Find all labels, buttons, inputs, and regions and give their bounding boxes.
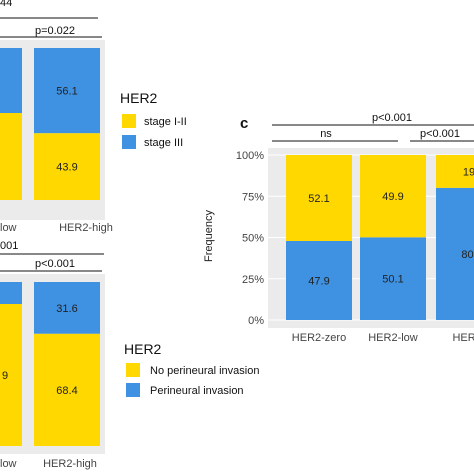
panel-b-legend-entry-1: No perineural invasion [150,365,259,377]
panel-c-bar-yellow [286,155,352,241]
panel-c-bar-blue-label: 50.1 [382,274,403,286]
panel-c: c p<0.001 ns p<0.001 Frequency 100% 75% 50… [203,112,474,344]
panel-b-bar-1-yellow-label: 9 [2,370,8,382]
panel-a-top-label-fragment: 44 [0,0,12,9]
panel-c-y-axis-label: Frequency [203,210,215,262]
panel-b-legend-entry-2: Perineural invasion [150,385,244,397]
panel-c-sig-label-2: ns [320,128,332,140]
panel-a-bar-2-yellow [34,133,100,200]
panel-b-bar-1-yellow [0,304,22,446]
panel-c-bar-yellow [360,155,426,238]
panel-a-legend-swatch-2 [122,135,136,149]
panel-b-legend-swatch-2 [126,383,140,397]
panel-c-sig-label-3: p<0.001 [420,128,460,140]
panel-b-top-label-fragment: 001 [0,240,18,252]
panel-a-legend-entry-2: stage III [144,137,183,149]
panel-a-legend-entry-1: stage I-II [144,116,187,128]
panel-c-y-tick-label: 25% [242,274,264,286]
panel-c-bar-blue [436,187,474,320]
panel-a-legend-swatch-1 [122,114,136,128]
panel-b-legend-title: HER2 [124,341,162,357]
panel-c-y-tick-label: 100% [236,150,264,162]
panel-a-sig-label: p=0.022 [35,25,75,37]
panel-c-bars: 47.9 52.1 50.1 49.9 80. 19 [286,155,474,320]
panel-b: 001 p<0.001 9 31.6 68.4 low HER2-high HE… [0,240,259,470]
panel-b-bar-2-blue [34,282,100,334]
panel-c-y-ticks: 100% 75% 50% 25% 0% [236,150,264,327]
panel-c-y-tick-label: 75% [242,191,264,203]
panel-c-bar-yellow-label: 19 [463,166,474,178]
panel-c-sig-label-1: p<0.001 [372,112,412,124]
panel-c-x-tick-label: HER2- [452,332,474,344]
panel-c-letter: c [240,115,248,132]
panel-a-bar-1-blue [0,48,22,113]
panel-b-legend-swatch-1 [126,363,140,377]
panel-c-y-tick-label: 50% [242,233,264,245]
panel-a-bar-1-yellow [0,113,22,200]
panel-b-bar-1-blue [0,282,22,304]
panel-c-x-tick-label: HER2-low [368,332,418,344]
panel-c-bar-blue-label: 80. [461,249,474,261]
panel-a-bar-2-yellow-label: 43.9 [56,162,77,174]
panel-a-bar-2-blue [34,48,100,134]
panel-b-sig-label: p<0.001 [35,258,75,270]
panel-c-bar-blue-label: 47.9 [308,275,329,287]
panel-c-bar-yellow [436,155,474,188]
panel-c-x-ticks: HER2-zero HER2-low HER2- [292,332,474,344]
panel-a-legend-title: HER2 [120,90,158,106]
panel-a: 44 p=0.022 56.1 43.9 low HER2-high HER2 … [0,0,187,234]
panel-a-bar-2-blue-label: 56.1 [56,86,77,98]
panel-a-x-label-2: HER2-high [59,222,113,234]
panel-c-bar-yellow-label: 52.1 [308,193,329,205]
panel-b-x-label-2: HER2-high [43,458,97,470]
panel-c-bar-yellow-label: 49.9 [382,191,403,203]
panel-c-y-tick-label: 0% [248,315,264,327]
panel-c-bar-blue [286,240,352,320]
panel-b-bar-2-blue-label: 31.6 [56,303,77,315]
panel-b-bar-2-yellow [34,333,100,446]
panel-c-x-tick-label: HER2-zero [292,332,346,344]
panel-b-x-label-1: low [0,458,17,470]
panel-b-bar-2-yellow-label: 68.4 [56,385,77,397]
panel-c-bar-blue [360,237,426,320]
panel-a-x-label-1: low [0,222,17,234]
